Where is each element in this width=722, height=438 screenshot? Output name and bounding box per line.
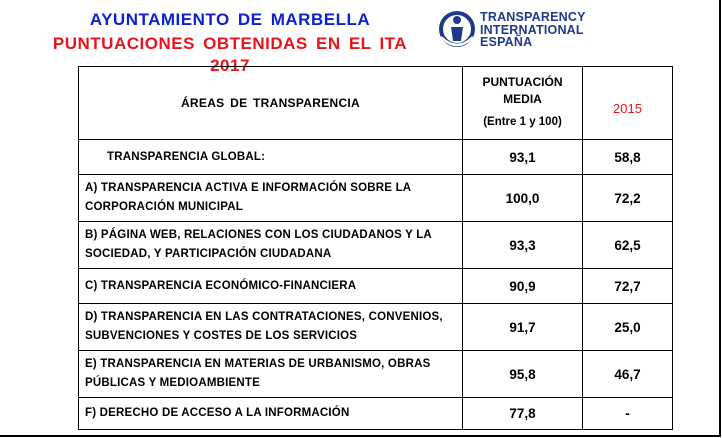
row-area-line2: SUBVENCIONES Y COSTES DE LOS SERVICIOS (85, 330, 358, 342)
logo-line-espana: ESPAÑA (480, 35, 533, 49)
table-row-f: F) DERECHO DE ACCESO A LA INFORMACIÓN 77… (78, 397, 673, 430)
row-area-line1: F) DERECHO DE ACCESO A LA INFORMACIÓN (85, 407, 350, 419)
title-municipality: AYUNTAMIENTO DE MARBELLA (89, 10, 371, 29)
table-row-c: C) TRANSPARENCIA ECONÓMICO-FINANCIERA 90… (78, 268, 673, 304)
row-media-value: 91,7 (462, 303, 583, 351)
row-media-value: 95,8 (462, 350, 583, 398)
header-2015: 2015 (582, 66, 673, 140)
transparency-international-globe-icon (439, 11, 475, 47)
row-area: D) TRANSPARENCIA EN LAS CONTRATACIONES, … (78, 303, 463, 351)
row-area: E) TRANSPARENCIA EN MATERIAS DE URBANISM… (78, 350, 463, 398)
header-areas: ÁREAS DE TRANSPARENCIA (78, 66, 463, 140)
logo-text: TRANSPARENCY INTERNATIONAL ESPAÑA (480, 11, 586, 49)
row-2015-value: 62,5 (582, 221, 673, 269)
row-2015-value: 72,2 (582, 174, 673, 222)
row-2015-value: 46,7 (582, 350, 673, 398)
transparency-international-logo: TRANSPARENCY INTERNATIONAL ESPAÑA (438, 9, 598, 53)
logo-line-international: INTERNATIONAL (480, 22, 584, 37)
table-row-global: TRANSPARENCIA GLOBAL: 93,1 58,8 (78, 139, 673, 175)
row-2015-value: 72,7 (582, 268, 673, 304)
row-area-line1: A) TRANSPARENCIA ACTIVA E INFORMACIÓN SO… (85, 182, 412, 194)
row-area-line2: SOCIEDAD, Y PARTICIPACIÓN CIUDADANA (85, 248, 332, 260)
row-media-value: 93,3 (462, 221, 583, 269)
table-row-a: A) TRANSPARENCIA ACTIVA E INFORMACIÓN SO… (78, 174, 673, 222)
table-row-b: B) PÁGINA WEB, RELACIONES CON LOS CIUDAD… (78, 221, 673, 269)
row-area-line1: C) TRANSPARENCIA ECONÓMICO-FINANCIERA (85, 279, 357, 292)
row-media-value: 93,1 (462, 139, 583, 175)
row-2015-value: 25,0 (582, 303, 673, 351)
row-media-value: 77,8 (462, 397, 583, 430)
header-media-line2: MEDIA (503, 92, 542, 106)
row-area: B) PÁGINA WEB, RELACIONES CON LOS CIUDAD… (78, 221, 463, 269)
header-media-range: (Entre 1 y 100) (483, 116, 562, 128)
header-puntuacion-media: PUNTUACIÓN MEDIA (Entre 1 y 100) (462, 66, 583, 140)
row-area: A) TRANSPARENCIA ACTIVA E INFORMACIÓN SO… (78, 174, 463, 222)
logo-line-transparency: TRANSPARENCY (480, 10, 586, 24)
row-media-value: 100,0 (462, 174, 583, 222)
row-area-line1: B) PÁGINA WEB, RELACIONES CON LOS CIUDAD… (85, 229, 432, 241)
row-area: C) TRANSPARENCIA ECONÓMICO-FINANCIERA (78, 268, 463, 304)
row-area-line2: CORPORACIÓN MUNICIPAL (85, 201, 243, 213)
scores-table: ÁREAS DE TRANSPARENCIA PUNTUACIÓN MEDIA … (78, 66, 673, 430)
row-area-line2: PÚBLICAS Y MEDIOAMBIENTE (85, 377, 260, 389)
row-area: F) DERECHO DE ACCESO A LA INFORMACIÓN (78, 397, 463, 430)
table-row-d: D) TRANSPARENCIA EN LAS CONTRATACIONES, … (78, 303, 673, 351)
row-area: TRANSPARENCIA GLOBAL: (78, 139, 463, 175)
table-row-e: E) TRANSPARENCIA EN MATERIAS DE URBANISM… (78, 350, 673, 398)
row-2015-value: 58,8 (582, 139, 673, 175)
row-area-line1: E) TRANSPARENCIA EN MATERIAS DE URBANISM… (85, 358, 431, 370)
row-area-line1: TRANSPARENCIA GLOBAL: (107, 150, 266, 163)
row-2015-value: - (582, 397, 673, 430)
row-media-value: 90,9 (462, 268, 583, 304)
table-header-row: ÁREAS DE TRANSPARENCIA PUNTUACIÓN MEDIA … (78, 66, 673, 140)
header-media-line1: PUNTUACIÓN (482, 75, 563, 89)
row-area-line1: D) TRANSPARENCIA EN LAS CONTRATACIONES, … (85, 311, 443, 323)
